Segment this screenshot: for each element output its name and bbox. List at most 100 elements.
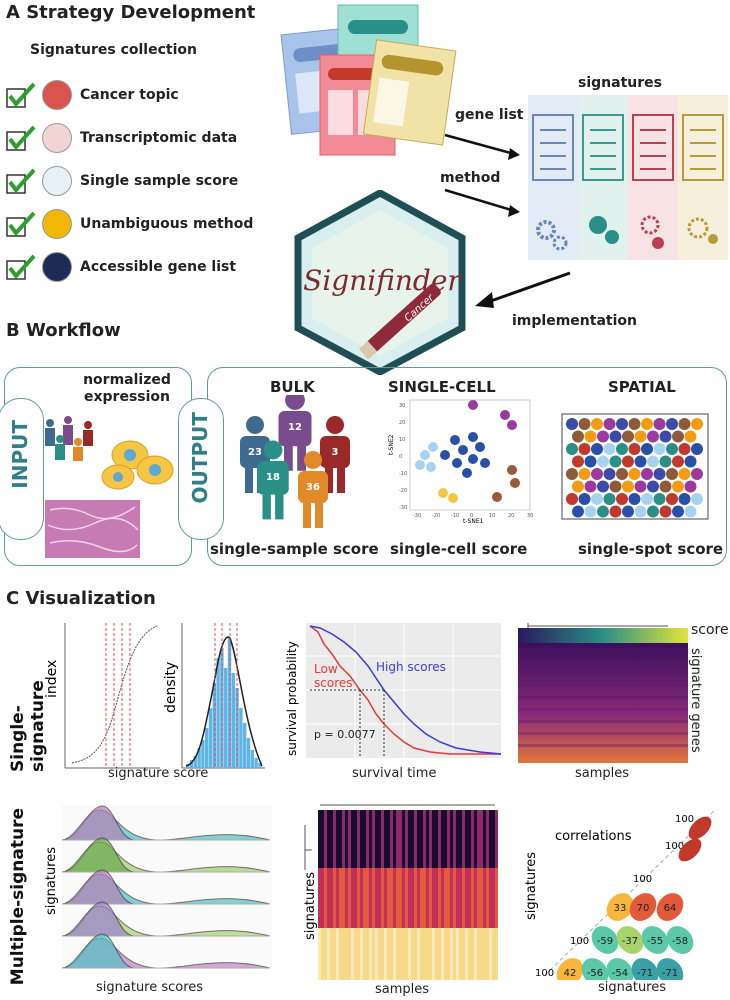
heatmap-cell	[486, 928, 489, 980]
heatmap-cell	[447, 868, 450, 928]
tsne-xtick: -10	[451, 513, 459, 519]
tsne-ytick: 10	[399, 437, 405, 443]
spot	[653, 493, 666, 505]
heatmap-cell	[456, 928, 459, 980]
tsne-point	[426, 462, 436, 472]
heatmap-cell	[495, 810, 498, 868]
heatmap-cell	[489, 868, 492, 928]
heatmap-cell	[477, 868, 480, 928]
heatmap-cell	[489, 810, 492, 868]
tsne-point	[458, 445, 468, 455]
heatmap-cell	[429, 868, 432, 928]
heatmap-cell	[408, 868, 411, 928]
spot	[659, 505, 672, 518]
criterion-icon	[42, 252, 72, 282]
heatmap-cell	[480, 810, 483, 868]
heatmap-cell	[339, 810, 342, 868]
tsne-point	[507, 420, 517, 430]
spot	[691, 443, 703, 455]
person-icon: 3	[320, 416, 350, 493]
checkmark-icon	[6, 125, 36, 151]
spot	[578, 443, 591, 455]
spot	[628, 468, 641, 480]
heatmap-cell	[417, 868, 420, 928]
heatmap-cell	[381, 928, 384, 980]
ridge-density	[61, 869, 136, 905]
tsne-ytick: -30	[399, 505, 407, 511]
tsne-ylabel: t-SNE2	[388, 434, 395, 455]
heatmap-cell	[483, 928, 486, 980]
heatmap-cell	[348, 928, 351, 980]
tsne-xtick: 0	[470, 513, 473, 519]
heatmap-cell	[474, 810, 477, 868]
hist-bar	[258, 763, 262, 768]
normalized-expression-label: normalized expression	[83, 372, 171, 405]
spot	[622, 505, 634, 518]
corr-value: -56	[587, 968, 603, 979]
heatmap-cell	[324, 928, 327, 980]
heatmap-cell	[471, 928, 474, 980]
heatmap-cell	[462, 928, 465, 980]
heatmap-cell	[459, 868, 462, 928]
heatmap-cell	[465, 868, 468, 928]
heatmap-cell	[396, 810, 399, 868]
heatmap-cell	[330, 810, 333, 868]
heatmap-row	[518, 744, 688, 747]
heatmap-cell	[471, 810, 474, 868]
heatmap-cell	[339, 928, 342, 980]
correlations-title: correlations	[555, 829, 632, 844]
spot	[647, 505, 659, 518]
heatmap-cell	[459, 810, 462, 868]
heatmap-cell	[378, 928, 381, 980]
heatmap-cell	[462, 810, 465, 868]
spot	[622, 430, 634, 443]
heatmap-cell	[435, 928, 438, 980]
ridge-density	[61, 805, 136, 841]
bulk-title: BULK	[270, 378, 315, 396]
gene-list-sheets	[280, 4, 457, 156]
gene-list-label: gene list	[455, 107, 524, 123]
criterion-label: Transcriptomic data	[80, 130, 238, 146]
tsne-point	[420, 450, 430, 460]
people-icon	[45, 416, 93, 461]
heatmap-cell	[405, 868, 408, 928]
heatmap-cell	[465, 810, 468, 868]
heatmap-cell	[477, 928, 480, 980]
heatmap-cell	[369, 810, 372, 868]
heatmap-cell	[336, 810, 339, 868]
corr-value: 42	[564, 968, 577, 979]
method-label: method	[440, 170, 501, 186]
heatmap-cell	[480, 868, 483, 928]
heatmap-cell	[396, 868, 399, 928]
corr-ellipse	[606, 893, 634, 921]
tsne-point	[475, 442, 485, 452]
spot	[609, 480, 622, 493]
checkmark-icon	[6, 211, 36, 237]
spot	[572, 430, 584, 443]
spot	[609, 455, 622, 468]
heatmap-cell	[336, 928, 339, 980]
heatmap-cell	[405, 810, 408, 868]
corr-value: -59	[597, 936, 613, 947]
heatmap-cell	[417, 810, 420, 868]
heatmap-row	[518, 672, 688, 675]
heatmap-cell	[429, 928, 432, 980]
spot	[672, 505, 684, 518]
heatmap-cell	[450, 810, 453, 868]
spot	[634, 455, 647, 468]
tsne-point	[450, 435, 460, 445]
spot	[653, 468, 666, 480]
heatmap-cell	[489, 928, 492, 980]
high-scores-label: High scores	[376, 660, 446, 674]
heatmap-cell	[351, 928, 354, 980]
heatmap-cell	[435, 868, 438, 928]
heatmap-cell	[381, 868, 384, 928]
corr-diagonal: 100	[633, 874, 652, 885]
signatures-xlabel-corr: signatures	[598, 980, 667, 995]
criterion-row: Unambiguous method	[6, 207, 253, 241]
tsne-xtick: -30	[413, 513, 421, 519]
heatmap-cell	[408, 928, 411, 980]
input-tab	[0, 398, 44, 540]
heatmap-cell	[318, 810, 321, 868]
heatmap-cell	[429, 810, 432, 868]
